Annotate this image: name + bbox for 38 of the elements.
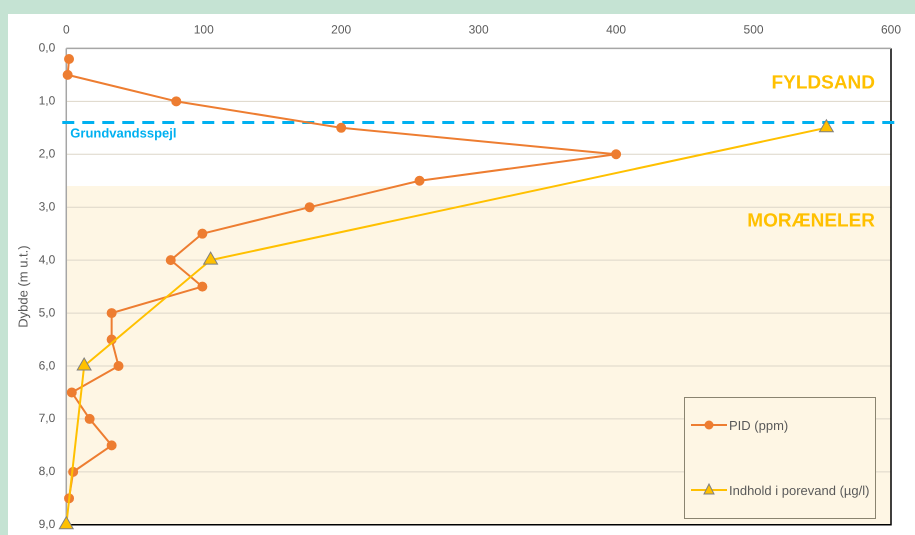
x-tick-label: 600 (880, 22, 902, 37)
annotation: FYLDSAND (772, 72, 875, 94)
y-tick-label: 8,0 (38, 464, 56, 478)
y-tick-label: 0,0 (38, 40, 56, 55)
point (114, 361, 124, 371)
x-tick-label: 500 (744, 22, 764, 37)
y-tick-label: 9,0 (38, 517, 56, 532)
point (64, 54, 74, 64)
ref-line-label: Grundvandsspejl (70, 126, 176, 141)
point (66, 387, 77, 398)
point (336, 122, 346, 133)
y-tick-label: 3,0 (38, 200, 56, 214)
point (414, 176, 425, 186)
x-tick-label: 300 (468, 22, 489, 37)
point (171, 96, 182, 106)
y-tick-label: 6,0 (38, 358, 56, 372)
legend-label: PID (ppm) (729, 418, 788, 433)
point (84, 414, 95, 424)
y-tick-label: 4,0 (38, 252, 56, 266)
point (106, 440, 117, 450)
x-tick-label: 400 (606, 22, 626, 37)
x-tick-label: 200 (331, 22, 352, 37)
point (197, 282, 208, 292)
y-axis-title: Dybde (m u.t.) (15, 245, 30, 328)
point (62, 70, 73, 80)
y-tick-label: 5,0 (38, 305, 56, 320)
legend-label: Indhold i porevand (µg/l) (729, 482, 870, 498)
point (166, 255, 176, 266)
y-tick-label: 2,0 (38, 146, 56, 161)
point (611, 149, 622, 160)
point (304, 202, 315, 212)
point (106, 308, 117, 318)
y-tick-label: 7,0 (38, 411, 56, 426)
y-tick-label: 1,0 (38, 94, 56, 108)
band-label: MORÆNELER (747, 210, 876, 232)
x-tick-label: 0 (62, 22, 70, 37)
x-tick-label: 100 (194, 22, 214, 37)
point (197, 228, 208, 239)
